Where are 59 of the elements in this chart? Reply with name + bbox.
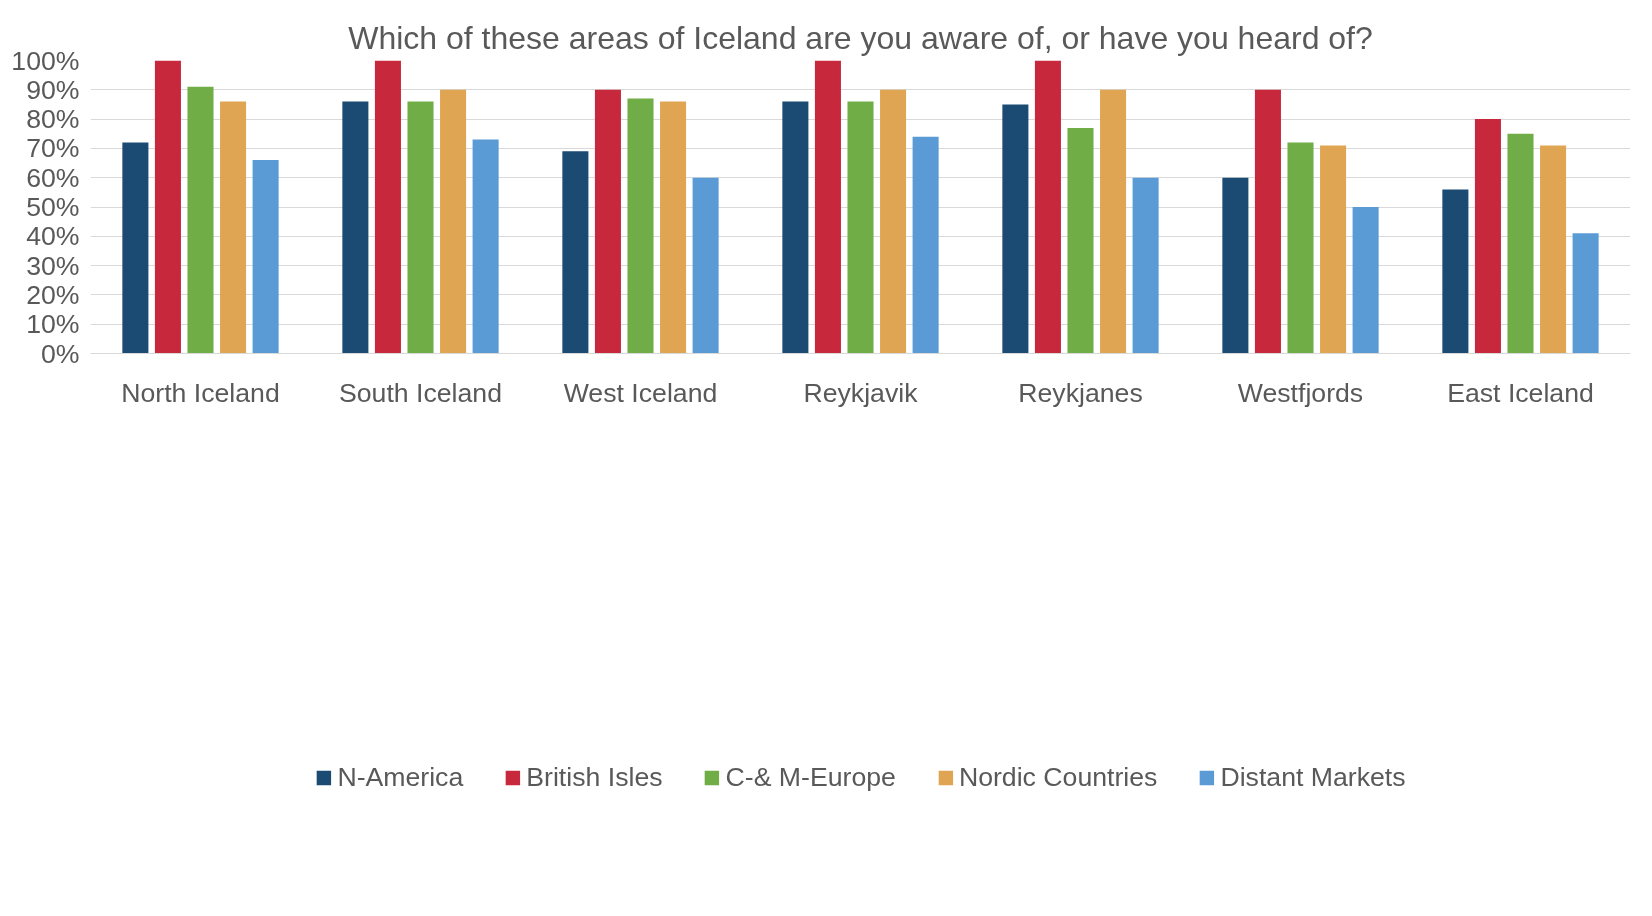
bar [154,60,181,354]
bar [1442,189,1469,354]
bar [847,101,874,354]
y-tick-label: 20% [26,279,80,310]
legend-label: Nordic Countries [958,761,1158,793]
bar [1540,145,1567,354]
y-tick-label: 30% [26,250,80,281]
y-tick-label: 10% [26,309,80,340]
x-tick-label: South Iceland [338,377,503,408]
x-tick-label: Westfjords [1237,377,1364,408]
y-tick-label: 50% [26,192,80,222]
bar [187,86,214,354]
bar [342,101,369,354]
bar [1287,142,1314,354]
bar [1222,177,1249,354]
bar [472,139,499,354]
bar [880,89,907,354]
bar [782,101,809,354]
bar [220,101,247,354]
x-tick-label: North Iceland [121,377,280,408]
bar [1320,145,1347,354]
y-tick-label: 70% [26,133,80,164]
bar [1507,133,1534,354]
bar [1352,207,1379,354]
legend-label: British Isles [526,761,663,793]
bar [660,101,687,354]
bar [1067,127,1094,354]
y-tick-label: 40% [26,221,80,252]
y-tick-label: 90% [26,74,80,105]
bar [252,160,279,354]
legend-label: C-& M-Europe [725,761,896,793]
bar [1100,89,1127,354]
x-tick-label: Reykjavik [803,377,919,408]
bar [1132,177,1159,354]
bar [1002,104,1029,354]
chart-title: Which of these areas of Iceland are you aware of, or have you heard of? [348,19,1373,56]
bar [440,89,467,354]
y-tick-label: 80% [26,104,80,135]
bar [1254,89,1281,354]
y-tick-label: 0% [40,338,80,369]
bar [692,177,719,354]
bar [562,151,589,354]
bar [374,60,401,354]
bar [627,98,654,354]
bar [407,101,434,354]
legend-label: N-America [337,761,464,793]
bar [814,60,841,354]
bar [594,89,621,354]
bar [122,142,149,354]
bar [1572,233,1599,354]
legend-label: Distant Markets [1220,761,1406,793]
y-tick-label: 60% [26,162,80,193]
x-tick-label: East Iceland [1447,377,1594,408]
bar [1474,119,1501,354]
y-tick-label: 100% [11,45,80,76]
bar [1034,60,1061,354]
x-tick-label: West Iceland [563,377,718,408]
bar [912,136,939,354]
x-tick-label: Reykjanes [1018,377,1143,408]
